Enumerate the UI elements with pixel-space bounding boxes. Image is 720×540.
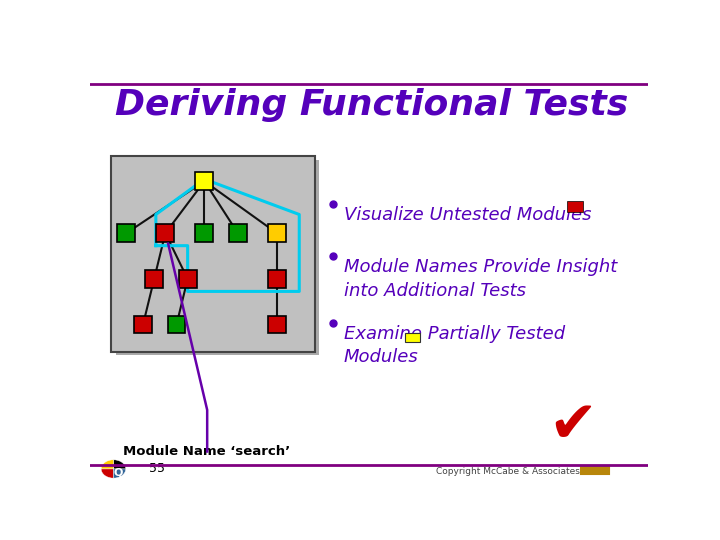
Text: Examine Partially Tested
Modules: Examine Partially Tested Modules [344, 325, 565, 366]
Bar [567, 201, 582, 212]
Text: Q: Q [113, 467, 122, 477]
Wedge shape [101, 460, 114, 469]
Bar [229, 225, 247, 242]
Wedge shape [114, 469, 126, 478]
Bar [117, 225, 135, 242]
FancyBboxPatch shape [111, 156, 315, 352]
Text: Visualize Untested Modules: Visualize Untested Modules [344, 206, 591, 224]
Text: Copyright McCabe & Associates 1999: Copyright McCabe & Associates 1999 [436, 467, 606, 476]
Wedge shape [101, 469, 114, 478]
Bar [195, 225, 213, 242]
Text: Module Name ‘search’: Module Name ‘search’ [124, 446, 291, 458]
Bar [156, 225, 174, 242]
Bar [195, 172, 213, 190]
Wedge shape [114, 460, 126, 469]
Bar [168, 316, 186, 333]
Bar [268, 316, 286, 333]
FancyBboxPatch shape [116, 160, 320, 355]
Bar [405, 333, 420, 342]
Bar [145, 270, 163, 288]
Text: Module Names Provide Insight
into Additional Tests: Module Names Provide Insight into Additi… [344, 258, 617, 300]
Text: Deriving Functional Tests: Deriving Functional Tests [115, 87, 629, 122]
Bar [268, 270, 286, 288]
Bar [268, 225, 286, 242]
Bar [134, 316, 152, 333]
Text: 55: 55 [148, 462, 165, 475]
Text: ✔: ✔ [548, 397, 597, 455]
Bar [179, 270, 197, 288]
